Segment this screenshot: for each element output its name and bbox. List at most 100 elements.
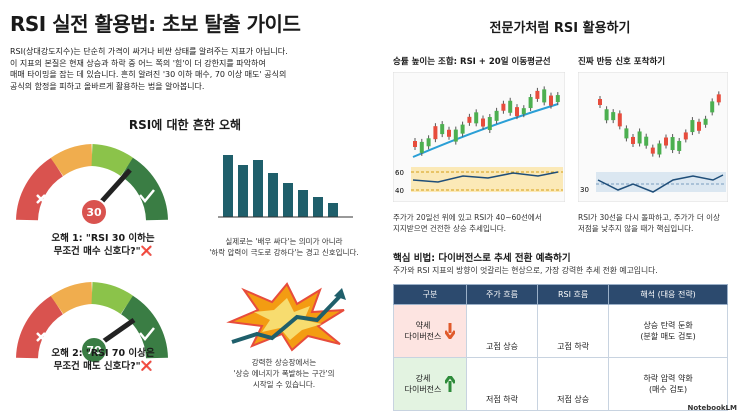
cell: 하락 압력 약화 (매수 검토)	[608, 357, 728, 411]
question-line: 오해 2: "RSI 70 이상은	[51, 348, 155, 359]
candle	[453, 129, 458, 142]
cell: 저점 하락	[465, 357, 539, 411]
candle	[487, 117, 492, 131]
intro-line: RSI(상대강도지수)는 단순히 가격이 싸거나 비싼 상태를 알려주는 지표가…	[10, 47, 288, 56]
cell-line: (분할 매도 검토)	[640, 332, 696, 341]
cell-line: 다이버전스	[404, 385, 442, 394]
arrow-head	[334, 288, 346, 300]
cell-line: 강세	[415, 374, 431, 383]
check-icon	[139, 327, 155, 341]
header-cell: 해석 (대응 전략)	[608, 284, 728, 305]
question: 오해 1: "RSI 30 이하는 무조건 매수 신호다?"❌	[18, 232, 188, 258]
rsi-line	[597, 174, 724, 193]
candle	[677, 140, 682, 151]
gauge-arc	[16, 295, 64, 359]
illustration-bar	[268, 173, 278, 217]
candle	[494, 110, 499, 121]
cell-line: 상승 탄력 둔화	[643, 321, 693, 330]
candle	[481, 118, 485, 127]
level-label: 40	[395, 187, 404, 195]
illustration-bar	[328, 203, 338, 217]
candle	[598, 99, 602, 105]
gauge-badge	[80, 336, 108, 364]
candle	[555, 95, 560, 103]
section-title: 전문가처럼 RSI 활용하기	[489, 21, 631, 36]
candle	[460, 124, 465, 134]
header-cell: RSI 흐름	[537, 284, 610, 305]
gauge-value: 70	[86, 344, 102, 357]
candle	[447, 129, 451, 137]
cell-line: (매수 검토)	[648, 385, 688, 394]
caption: RSI가 30선을 다시 돌파하고, 주가가 더 이상 저점을 낮추지 않을 때…	[578, 212, 743, 234]
x-icon	[36, 332, 46, 342]
candle	[650, 147, 655, 154]
header-cell: 구분	[393, 284, 467, 305]
caption-line: RSI가 30선을 다시 돌파하고, 주가가 더 이상	[578, 213, 720, 222]
candle	[690, 120, 695, 133]
candle	[644, 136, 649, 146]
candle	[611, 112, 616, 121]
candle	[657, 143, 662, 155]
title: RSI 실전 활용법: 초보 탈출 가이드	[10, 12, 301, 36]
caption: 주가가 20일선 위에 있고 RSI가 40~60선에서 지지받으면 건전한 상…	[393, 212, 573, 234]
illustration-bar	[313, 197, 323, 217]
question-line: 무조건 매도 신호다?"	[53, 361, 141, 372]
header-cell: 주가 흐름	[465, 284, 539, 305]
intro-line: 공식의 함정을 피하고 올바르게 활용하는 법을 알아봅니다.	[10, 81, 205, 91]
panel-title: 진짜 반등 신호 포착하기	[578, 57, 666, 67]
burst-core	[254, 298, 322, 340]
x-mark: ❌	[140, 246, 153, 257]
candle	[703, 118, 708, 125]
gauge-30: 30	[16, 144, 168, 226]
candle	[440, 124, 445, 135]
candle	[637, 131, 642, 144]
panel-chart: 60 40	[393, 72, 565, 202]
candle	[413, 141, 417, 147]
candle	[683, 132, 688, 140]
gauge-70: 70	[16, 282, 168, 364]
candle	[664, 137, 668, 146]
bar-illustration	[218, 155, 353, 218]
candle	[710, 101, 715, 113]
trend-arrow	[231, 292, 344, 344]
candle	[433, 126, 438, 140]
section-title: RSI에 대한 흔한 오해	[128, 118, 242, 132]
candle	[508, 100, 513, 113]
illustration-bar	[238, 165, 248, 217]
gauge-badge	[80, 198, 108, 226]
cell: 저점 상승	[537, 357, 610, 411]
candle	[697, 121, 701, 131]
x-mark: ❌	[140, 361, 153, 372]
up-arrow	[445, 376, 456, 392]
gauge-arc	[91, 144, 134, 177]
candle	[670, 137, 675, 151]
caption-line: 주가가 20일선 위에 있고 RSI가 40~60선에서	[393, 213, 542, 222]
rsi-band	[596, 172, 726, 192]
cell-line: 다이버전스	[404, 332, 442, 341]
x-icon	[36, 194, 46, 204]
intro-line: 매매 타이밍을 잡는 데 있습니다. 흔히 알려진 '30 이하 매수, 70 …	[10, 70, 287, 79]
gauge-arc	[120, 157, 168, 221]
footer: NotebookLM	[687, 404, 737, 412]
down-arrow	[445, 323, 456, 339]
candle	[521, 108, 526, 115]
candle	[542, 89, 547, 103]
gauge-arc	[91, 282, 134, 315]
explanation-line: '상승 에너지가 폭발하는 구간'의	[233, 369, 335, 378]
candle	[501, 103, 506, 111]
rsi-line	[412, 171, 559, 183]
table-header: 구분 주가 흐름 RSI 흐름 해석 (대응 전략)	[393, 284, 728, 305]
explanation-line: '하락 압력이 극도로 강하다'는 경고 신호입니다.	[209, 248, 359, 257]
candle	[604, 109, 609, 121]
explanation-line: 강력한 상승장에서는	[251, 358, 317, 367]
panel-chart: 30	[578, 72, 728, 202]
level-label: 60	[395, 169, 404, 177]
intro: RSI(상대강도지수)는 단순히 가격이 싸거나 비싼 상태를 알려주는 지표가…	[10, 46, 375, 92]
explosion-illustration	[226, 282, 346, 352]
question: 오해 2: "RSI 70 이상은 무조건 매도 신호다?"❌	[18, 347, 188, 373]
candle	[535, 90, 540, 99]
explanation-line: 실제로는 '배우 싸다'는 의미가 아니라	[225, 237, 343, 246]
candle	[624, 128, 629, 139]
